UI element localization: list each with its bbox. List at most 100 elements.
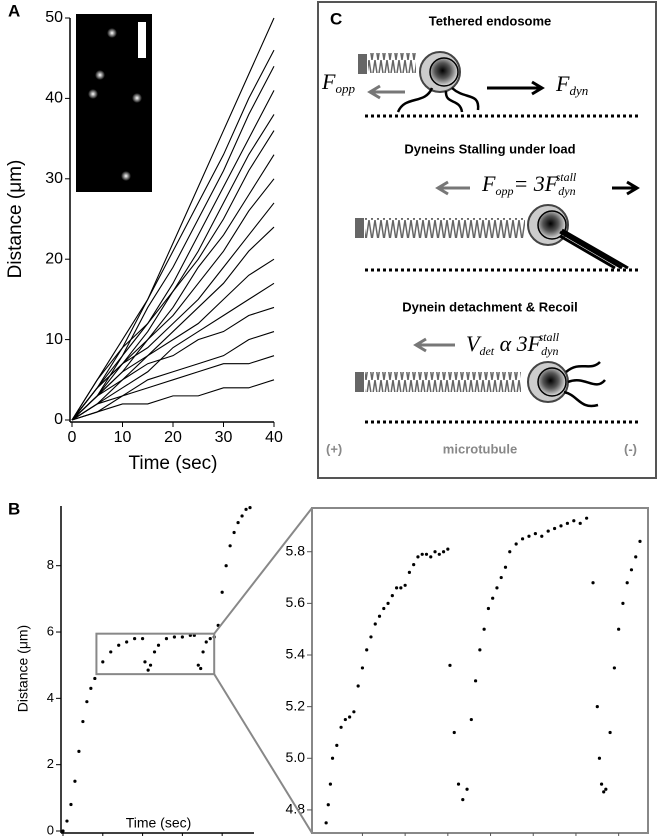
- y-tick-label: 0: [54, 411, 63, 428]
- data-point: [69, 802, 73, 807]
- data-point: [429, 555, 433, 559]
- data-point: [73, 779, 77, 783]
- x-tick-label: 30: [215, 429, 233, 446]
- data-point: [441, 550, 446, 554]
- data-point: [143, 660, 147, 664]
- data-point: [360, 666, 365, 670]
- section-title: Dyneins Stalling under load: [404, 141, 575, 156]
- y-tick-label: 5.6: [286, 594, 306, 610]
- data-point: [491, 596, 495, 600]
- data-point: [591, 581, 595, 585]
- data-point: [499, 575, 503, 580]
- data-point: [172, 635, 177, 639]
- data-point: [602, 790, 606, 794]
- data-point: [552, 526, 557, 531]
- section-title: Dynein detachment & Recoil: [402, 299, 578, 314]
- data-point: [478, 648, 482, 652]
- data-point: [433, 550, 437, 554]
- data-point: [236, 520, 240, 525]
- data-point: [394, 586, 399, 590]
- data-point: [461, 797, 465, 802]
- trace: [71, 90, 275, 421]
- data-point: [324, 821, 328, 825]
- trace: [71, 49, 275, 421]
- y-tick-label: 5.8: [286, 542, 306, 558]
- data-point: [117, 643, 121, 647]
- data-point: [61, 829, 65, 833]
- data-point: [125, 640, 129, 644]
- data-point: [482, 627, 486, 631]
- trace: [71, 355, 275, 421]
- data-point: [356, 684, 360, 688]
- data-point: [572, 519, 576, 523]
- track-label: (+): [326, 441, 342, 456]
- data-point: [199, 666, 203, 671]
- data-point: [629, 568, 634, 572]
- x-axis-label: Time (sec): [128, 453, 217, 474]
- y-tick-label: 6: [47, 623, 54, 638]
- y-tick-label: 5.0: [286, 749, 306, 765]
- data-point: [634, 555, 638, 559]
- data-point: [456, 782, 461, 786]
- data-point: [465, 787, 469, 791]
- plot-frame: [311, 507, 649, 834]
- data-point: [424, 552, 429, 556]
- zoom-connector: [213, 507, 313, 635]
- data-point: [232, 530, 236, 535]
- data-point: [109, 650, 113, 654]
- y-tick-label: 40: [45, 90, 63, 107]
- x-tick-label: 40: [265, 429, 283, 446]
- data-point: [196, 663, 200, 667]
- data-point: [403, 583, 407, 587]
- data-point: [508, 550, 512, 554]
- track-label: (-): [624, 441, 637, 456]
- trace: [71, 130, 275, 421]
- data-point: [437, 552, 441, 556]
- y-tick-label: 5.2: [286, 697, 306, 713]
- data-point: [248, 506, 252, 510]
- data-point: [514, 542, 518, 546]
- data-point: [473, 679, 478, 683]
- equation: Vdet α 3Fdynstall: [466, 330, 560, 358]
- data-point: [446, 547, 450, 551]
- trace: [71, 379, 275, 421]
- x-tick-label: 20: [164, 429, 182, 446]
- data-point: [407, 570, 412, 574]
- section-title: Tethered endosome: [429, 13, 552, 28]
- data-point: [224, 564, 228, 568]
- data-point: [416, 555, 420, 559]
- data-point: [377, 614, 382, 618]
- data-point: [585, 516, 589, 520]
- data-point: [399, 586, 403, 590]
- data-point: [228, 544, 232, 548]
- data-point: [140, 637, 145, 641]
- trace: [71, 202, 275, 421]
- data-point: [520, 537, 525, 541]
- trace: [71, 226, 275, 421]
- data-point: [452, 730, 456, 735]
- data-point: [373, 622, 377, 626]
- data-point: [533, 532, 537, 536]
- diagram-panel: C Tethered endosome Fopp Fdyn Dyneins St…: [317, 1, 657, 479]
- y-tick-label: 30: [45, 170, 63, 187]
- data-point: [240, 514, 244, 518]
- data-point: [527, 534, 531, 538]
- data-point: [343, 717, 347, 722]
- data-point: [152, 650, 157, 654]
- data-point: [448, 663, 452, 667]
- data-point: [335, 743, 339, 747]
- y-tick-label: 20: [45, 250, 63, 267]
- data-point: [390, 594, 394, 598]
- y-axis-label: Distance (μm): [15, 625, 31, 712]
- data-point: [365, 648, 369, 652]
- trace: [71, 17, 275, 421]
- data-point: [412, 563, 416, 567]
- data-point: [244, 507, 248, 511]
- trace: [71, 331, 275, 421]
- data-point: [625, 581, 629, 585]
- data-point: [621, 601, 625, 605]
- y-tick-label: 5.4: [286, 646, 306, 662]
- data-point: [559, 524, 563, 528]
- data-point: [180, 635, 184, 639]
